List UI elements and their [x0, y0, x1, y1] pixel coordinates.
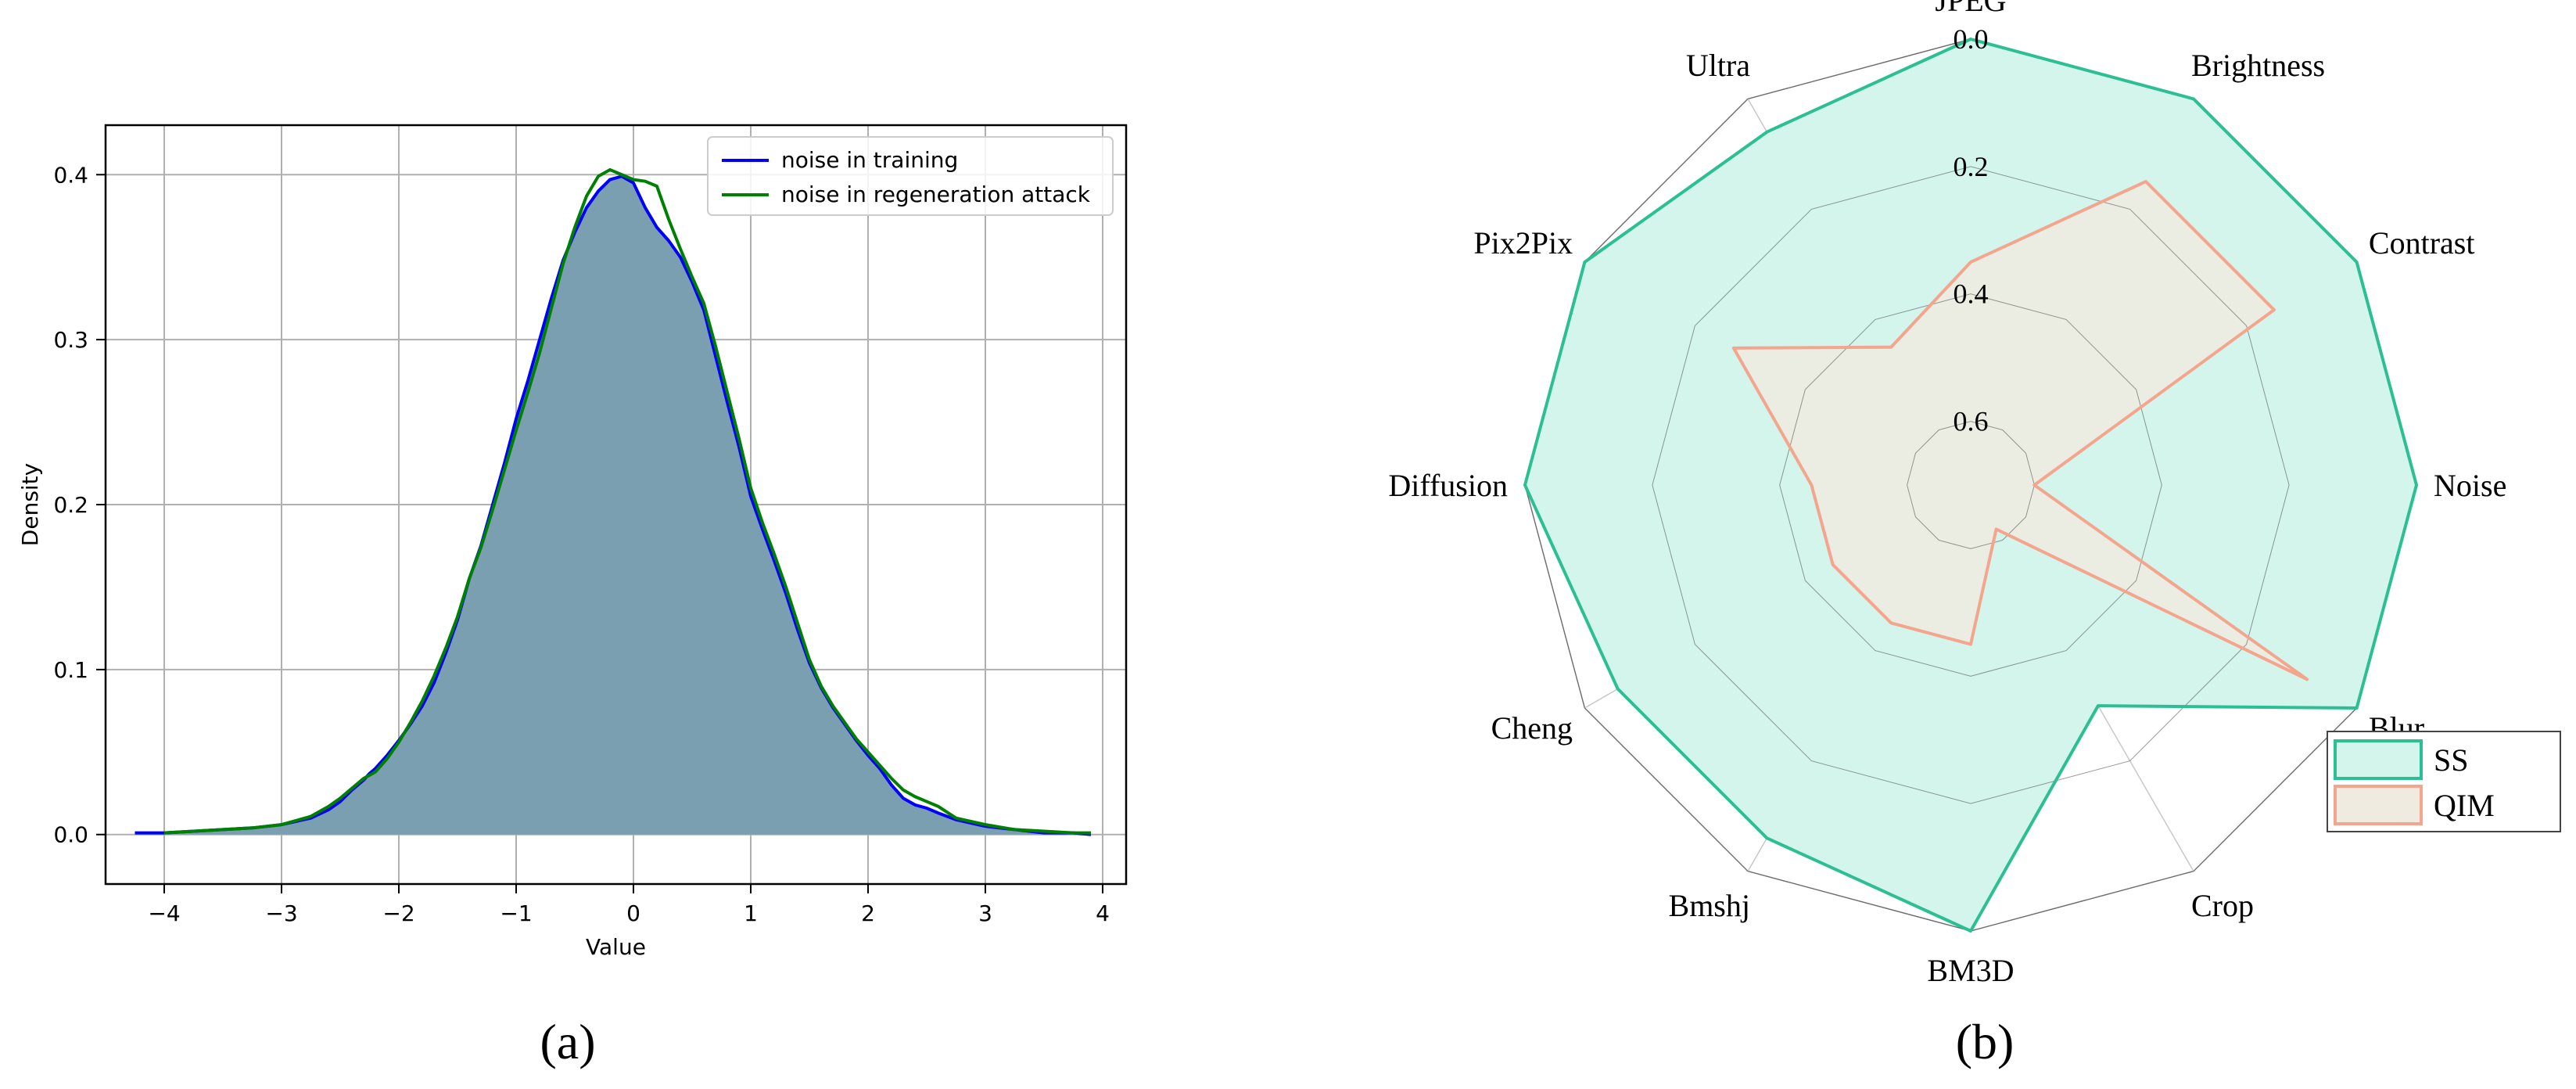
axis-label-pix2pix: Pix2Pix	[1473, 225, 1573, 261]
radial-tick-label: 0.4	[1954, 279, 1989, 310]
x-tick-label: 1	[744, 900, 758, 926]
radial-tick-label: 0.0	[1954, 23, 1989, 55]
legend-label: QIM	[2434, 788, 2495, 823]
y-tick-label: 0.3	[53, 327, 88, 353]
x-tick-label: −1	[500, 900, 532, 926]
y-tick-label: 0.1	[53, 657, 88, 683]
axis-label-cheng: Cheng	[1491, 710, 1573, 746]
y-axis-label: Density	[17, 463, 43, 546]
x-tick-label: 2	[861, 900, 875, 926]
legend-label: noise in regeneration attack	[781, 182, 1091, 207]
x-tick-label: 0	[626, 900, 640, 926]
legend	[707, 136, 1114, 216]
axis-label-bmshj: Bmshj	[1669, 888, 1750, 923]
radar-chart: 0.0 0.2 0.4 0.6 JPEG Brightness Contrast Noise B…	[1388, 0, 2561, 988]
density-fill	[135, 176, 1091, 835]
x-tick-label: −4	[148, 900, 180, 926]
axis-label-ultra: Ultra	[1686, 48, 1750, 83]
x-axis-label: Value	[586, 934, 646, 960]
caption-b: (b)	[1955, 1014, 2015, 1069]
y-tick-label: 0.2	[53, 492, 88, 518]
legend-label: noise in training	[781, 147, 958, 173]
radar-grid-ring	[1652, 166, 2290, 804]
density-chart: −4 −3 −2 −1 0 1 2 3 4 0.0 0.1 0.2 0.3 0.4 Value Density…	[17, 124, 1128, 960]
legend-label: SS	[2434, 742, 2469, 778]
x-tick-label: 4	[1096, 900, 1110, 926]
legend-swatch	[2334, 739, 2423, 780]
radar-fill-qim	[1733, 182, 2308, 680]
legend-swatch	[2334, 785, 2423, 825]
radar-line-qim	[1731, 180, 2309, 681]
series-line-1	[163, 167, 1091, 835]
axis-label-contrast: Contrast	[2369, 225, 2475, 261]
axis-label-brightness: Brightness	[2191, 48, 2325, 83]
radial-tick-label: 0.2	[1954, 151, 1989, 182]
axis-label-noise: Noise	[2434, 468, 2506, 503]
radar-line-ss	[1523, 38, 2418, 933]
y-tick-label: 0.4	[53, 162, 88, 188]
axis-label-diffusion: Diffusion	[1388, 468, 1508, 503]
x-tick-label: −2	[382, 900, 414, 926]
x-tick-label: 3	[978, 900, 992, 926]
y-tick-label: 0.0	[53, 822, 88, 848]
axis-label-crop: Crop	[2191, 888, 2254, 923]
radar-grid-ring	[1779, 293, 2162, 677]
axis-label-jpeg: JPEG	[1935, 0, 2006, 18]
axis-label-bm3d: BM3D	[1927, 953, 2014, 988]
radial-tick-label: 0.6	[1954, 406, 1989, 437]
radar-grid-ring	[1907, 421, 2035, 549]
x-tick-label: −3	[265, 900, 297, 926]
caption-a: (a)	[540, 1014, 596, 1069]
